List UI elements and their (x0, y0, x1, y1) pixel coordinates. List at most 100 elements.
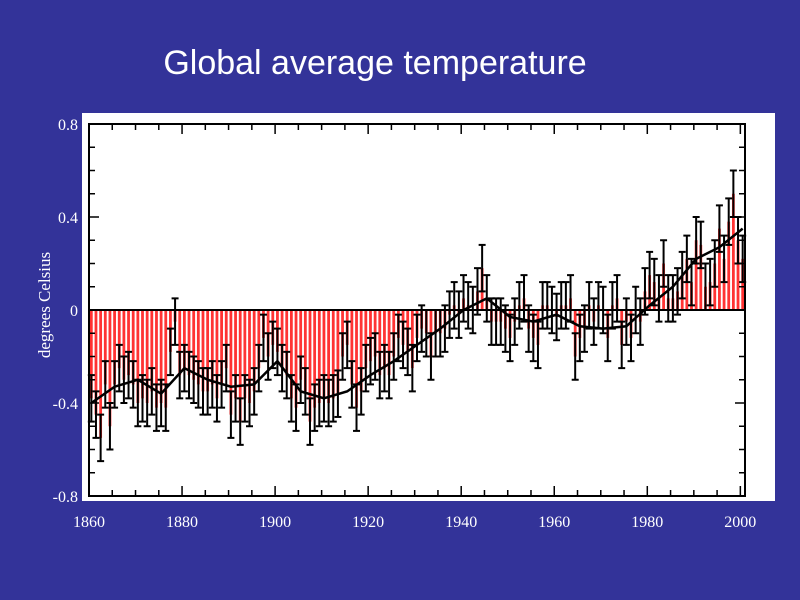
x-tick-label: 1860 (73, 514, 105, 531)
error-bar-1905 (297, 355, 305, 404)
bar-1911 (327, 310, 330, 403)
bar-1892 (238, 310, 242, 422)
error-bar-1954 (525, 304, 533, 353)
bar-1889 (224, 310, 228, 369)
bar-1887 (215, 310, 219, 399)
error-bar-1919 (362, 343, 370, 393)
bar-1883 (196, 310, 200, 385)
error-bar-1867 (120, 355, 128, 404)
error-bar-1975 (622, 297, 630, 346)
bar-1997 (727, 221, 731, 310)
error-bar-1981 (650, 257, 658, 307)
smoothed-curve (90, 227, 744, 405)
error-bar-1989 (687, 257, 695, 307)
error-bar-1873 (148, 367, 156, 416)
error-bar-1983 (660, 239, 668, 288)
error-bar-1960 (553, 292, 561, 342)
x-tick-label: 1960 (538, 514, 570, 531)
error-bar-1909 (315, 378, 323, 428)
y-tick-label: 0.8 (58, 117, 78, 134)
error-bar-1944 (478, 243, 486, 293)
error-bar-1878 (171, 297, 179, 346)
error-bar-1918 (357, 367, 365, 416)
bar-1923 (383, 310, 386, 369)
error-bar-1895 (250, 367, 258, 416)
bar-1882 (192, 310, 196, 380)
bar-1902 (285, 310, 289, 376)
bar-1919 (364, 310, 368, 369)
error-bar-1952 (515, 281, 523, 330)
error-bar-1883 (194, 360, 202, 409)
y-tick-label: -0.8 (53, 489, 78, 506)
error-bar-1877 (166, 327, 174, 377)
error-bar-1924 (385, 350, 393, 400)
error-bar-1920 (366, 336, 374, 386)
error-bar-1894 (246, 378, 254, 428)
error-bar-1906 (301, 367, 309, 416)
error-bar-1974 (618, 320, 626, 370)
error-bar-1930 (413, 313, 421, 363)
bar-1865 (113, 310, 116, 385)
error-bar-1916 (348, 360, 356, 409)
error-bar-1882 (190, 355, 198, 404)
bar-1863 (103, 310, 107, 385)
bar-1871 (141, 310, 144, 399)
error-bar-1907 (306, 397, 314, 446)
bar-1904 (294, 310, 298, 408)
error-bar-1863 (101, 360, 109, 409)
bar-1864 (108, 310, 112, 427)
error-bar-1958 (543, 281, 551, 330)
x-tick-label: 1980 (631, 514, 663, 531)
y-axis-label: degrees Celsius (35, 252, 54, 358)
error-bar-1925 (390, 332, 398, 381)
error-bar-1893 (241, 374, 249, 423)
error-bar-1911 (325, 378, 333, 428)
bar-1901 (280, 310, 284, 369)
bar-1918 (359, 310, 363, 392)
error-bar-1966 (580, 304, 588, 353)
bar-1885 (206, 310, 210, 392)
error-bar-1948 (497, 297, 505, 346)
error-bar-1926 (394, 313, 402, 363)
error-bar-1869 (129, 360, 137, 409)
bar-1881 (187, 310, 191, 376)
bar-1903 (289, 310, 293, 399)
error-bar-1994 (711, 239, 719, 288)
bar-1875 (159, 310, 163, 403)
x-tick-labels: 1860 1880 1900 1920 1940 1960 1980 2000 (73, 514, 756, 531)
error-bars-layer (87, 169, 747, 463)
bar-1870 (136, 310, 140, 403)
bar-1895 (252, 310, 256, 392)
error-bar-1938 (450, 281, 458, 330)
error-bar-1866 (115, 343, 123, 393)
bar-1860 (89, 310, 93, 399)
bar-1862 (99, 310, 103, 438)
error-bar-1872 (143, 378, 151, 428)
bar-1924 (387, 310, 391, 376)
x-tick-label: 2000 (724, 514, 756, 531)
error-bar-1940 (460, 274, 468, 323)
bar-1869 (131, 310, 135, 385)
bar-2000 (741, 258, 745, 310)
error-bar-1886 (208, 360, 216, 409)
error-bar-1929 (408, 343, 416, 393)
error-bar-1896 (255, 343, 263, 393)
plot-background (82, 113, 775, 501)
bar-1905 (299, 310, 303, 380)
y-tick-labels: 0.8 0.4 0 -0.4 -0.8 (53, 117, 78, 506)
bar-1988 (685, 258, 689, 310)
error-bar-1979 (641, 267, 649, 316)
axis-ticks (88, 123, 745, 497)
bar-1907 (308, 310, 312, 422)
bar-1916 (350, 310, 354, 385)
error-bar-1988 (683, 234, 691, 284)
error-bar-1995 (715, 204, 723, 253)
error-bar-1885 (204, 367, 212, 416)
error-bar-1931 (418, 304, 426, 353)
error-bar-1915 (343, 320, 351, 370)
y-tick-label: 0 (70, 303, 78, 320)
error-bar-1900 (273, 327, 281, 377)
bar-1890 (229, 310, 233, 415)
chart-title: Global average temperature (163, 44, 587, 82)
